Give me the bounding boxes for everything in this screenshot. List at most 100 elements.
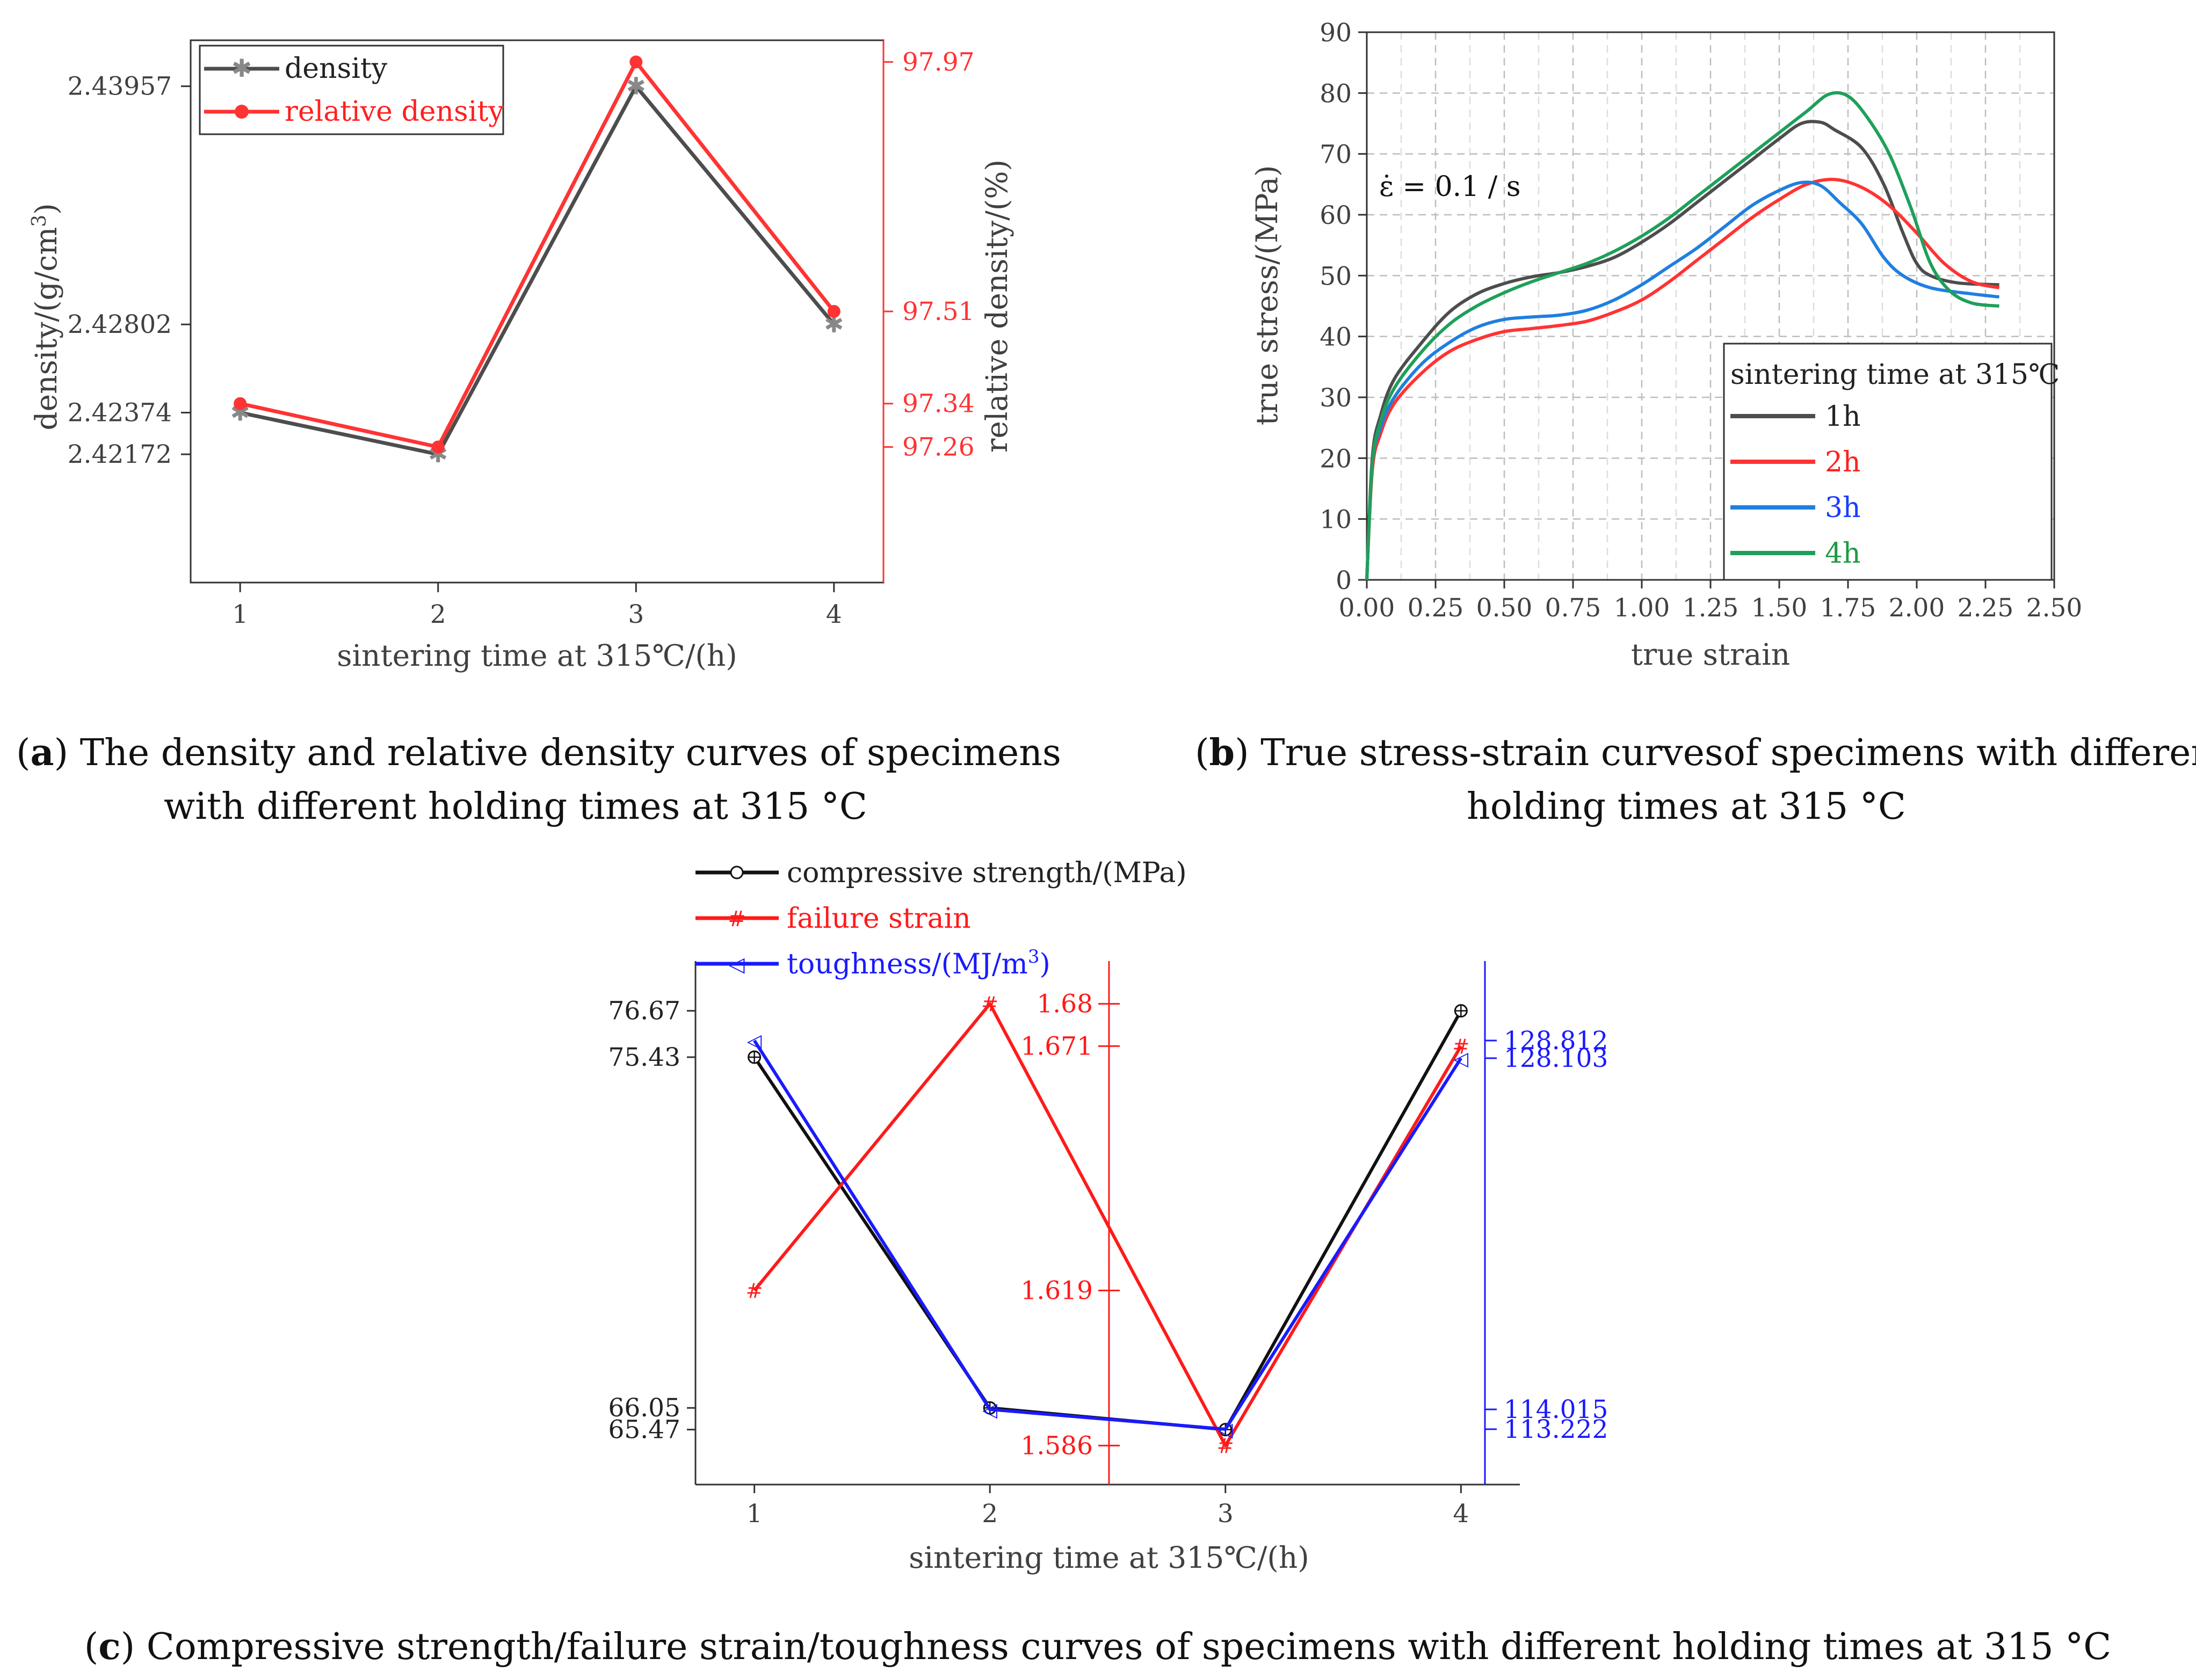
panel-c-x-tick-label: 4 bbox=[1453, 1499, 1469, 1529]
data-point-relative-density bbox=[234, 397, 247, 410]
panel-a-xlabel: sintering time at 315℃/(h) bbox=[337, 638, 737, 673]
panel-a-y-tick-label-right: 97.97 bbox=[902, 47, 975, 77]
legend-label-4h: 4h bbox=[1825, 537, 1861, 570]
data-point-failure-strain: # bbox=[746, 1279, 763, 1303]
panel-a-y-tick-label-left: 2.43957 bbox=[68, 72, 172, 101]
data-point-failure-strain: # bbox=[1452, 1035, 1469, 1058]
panel-c-y-tick-label-right: 128.103 bbox=[1504, 1044, 1608, 1073]
panel-b-y-tick-label: 30 bbox=[1320, 383, 1352, 413]
panel-a-x-tick-label: 2 bbox=[430, 600, 446, 629]
legend-marker-density: ✱ bbox=[231, 54, 252, 83]
data-point-relative-density bbox=[827, 305, 840, 318]
panel-b-y-tick-label: 40 bbox=[1320, 323, 1352, 352]
panel-b-y-tick-label: 20 bbox=[1320, 444, 1352, 474]
series-curve-3h bbox=[1365, 180, 1999, 580]
panel-b-y-tick-label: 90 bbox=[1320, 18, 1352, 48]
panel-c-xlabel: sintering time at 315℃/(h) bbox=[909, 1540, 1309, 1575]
panel-c-x-tick-label: 3 bbox=[1217, 1499, 1234, 1529]
legend-label-failure-strain: failure strain bbox=[787, 903, 971, 935]
strain-rate-annotation: ε̇ = 0.1 / s bbox=[1379, 171, 1521, 203]
panel-c-y-tick-label-left: 65.47 bbox=[608, 1415, 680, 1445]
data-point-compressive-strength bbox=[748, 1050, 762, 1064]
panel-b-xlabel: true strain bbox=[1631, 637, 1790, 672]
panel-c-y-tick-label-right: 114.015 bbox=[1504, 1395, 1608, 1424]
legend-marker-compressive-strength bbox=[730, 866, 744, 879]
panel-b-x-tick-label: 1.50 bbox=[1751, 593, 1808, 623]
legend-label-1h: 1h bbox=[1825, 401, 1861, 433]
legend-label-toughness: toughness/(MJ/m3) bbox=[787, 946, 1050, 980]
panel-a-y-tick-label-left: 2.42802 bbox=[68, 310, 172, 339]
data-point-toughness: ◁ bbox=[747, 1030, 762, 1052]
data-point-toughness: ◁ bbox=[1218, 1419, 1233, 1441]
panel-b-x-tick-label: 0.25 bbox=[1408, 593, 1464, 623]
panel-c-y-tick-label-mid: 1.619 bbox=[1020, 1276, 1093, 1306]
panel-b-x-tick-label: 2.25 bbox=[1958, 593, 2014, 623]
panel-b-x-tick-label: 0.00 bbox=[1339, 593, 1395, 623]
panel-a-ylabel-left: density/(g/cm3) bbox=[28, 203, 63, 430]
data-point-compressive-strength-cross bbox=[748, 1051, 760, 1063]
panel-c-caption: (c) Compressive strength/failure strain/… bbox=[84, 1625, 2112, 1668]
panel-b-x-tick-label: 1.00 bbox=[1614, 593, 1670, 623]
panel-b-y-tick-label: 10 bbox=[1320, 505, 1352, 535]
panel-b-x-tick-label: 2.50 bbox=[2026, 593, 2083, 623]
panel-b-ylabel: true stress/(MPa) bbox=[1250, 165, 1284, 426]
data-point-relative-density bbox=[431, 440, 445, 454]
legend-label-density: density bbox=[285, 53, 388, 85]
legend-label-compressive-strength: compressive strength/(MPa) bbox=[787, 857, 1187, 889]
panel-a-y-tick-label-right: 97.26 bbox=[902, 433, 975, 462]
panel-a-y-tick-label-left: 2.42374 bbox=[68, 398, 172, 428]
series-line-density bbox=[240, 84, 836, 456]
series-line-compressive-strength bbox=[753, 1010, 1462, 1431]
panel-c-y-tick-label-left: 66.05 bbox=[608, 1393, 680, 1423]
panel-a-x-tick-label: 3 bbox=[628, 600, 644, 629]
panel-a-y-tick-label-right: 97.34 bbox=[902, 389, 975, 419]
legend-label-2h: 2h bbox=[1825, 446, 1861, 478]
panel-c-y-tick-label-mid: 1.671 bbox=[1020, 1031, 1093, 1061]
panel-a-x-tick-label: 4 bbox=[826, 600, 842, 629]
panel-b-x-tick-label: 1.25 bbox=[1683, 593, 1739, 623]
panel-b-legend-title: sintering time at 315℃ bbox=[1730, 359, 2060, 391]
panel-c-legend: compressive strength/(MPa) # failure str… bbox=[695, 857, 1187, 980]
panel-a-legend-box bbox=[199, 45, 504, 135]
series-line-relative-density bbox=[240, 60, 836, 449]
panel-a-y-tick-label-right: 97.51 bbox=[902, 297, 975, 326]
panel-c-y-tick-label-left: 76.67 bbox=[608, 997, 680, 1026]
series-line-toughness bbox=[753, 1039, 1462, 1431]
legend-label-relative-density: relative density bbox=[285, 96, 504, 128]
series-curve-1h bbox=[1365, 120, 1999, 580]
panel-b-x-tick-label: 1.75 bbox=[1820, 593, 1876, 623]
panel-b-caption-line2: holding times at 315 °C bbox=[1467, 786, 1906, 828]
data-point-failure-strain: # bbox=[1217, 1434, 1234, 1458]
panel-b-y-tick-label: 70 bbox=[1320, 140, 1352, 170]
legend-label-3h: 3h bbox=[1825, 492, 1861, 524]
panel-b-y-tick-label: 80 bbox=[1320, 79, 1352, 108]
legend-marker-toughness: ◁ bbox=[729, 952, 745, 976]
panel-a-ylabel-right: relative density/(%) bbox=[980, 159, 1014, 453]
panel-a-y-tick-label-left: 2.42172 bbox=[68, 440, 172, 469]
series-curve-4h bbox=[1365, 91, 1999, 580]
panel-b-caption: (b) True stress-strain curvesof specimen… bbox=[1195, 731, 2196, 774]
panel-b-x-tick-label: 0.50 bbox=[1476, 593, 1533, 623]
panel-b-y-tick-label: 60 bbox=[1320, 201, 1352, 230]
panel-b-stress-strain-chart: 0.00 0.25 0.50 0.75 1.00 1.25 1.50 1.75 2.00 2.25… bbox=[1195, 18, 2196, 828]
panel-b-y-tick-label: 50 bbox=[1320, 261, 1352, 291]
panel-c-x-tick-label: 2 bbox=[982, 1499, 998, 1529]
panel-a-legend: ✱ density relative density bbox=[199, 45, 504, 135]
legend-marker-relative-density bbox=[235, 105, 249, 119]
panel-c-x-tick-label: 1 bbox=[747, 1499, 763, 1529]
panel-a-x-tick-label: 1 bbox=[232, 600, 248, 629]
data-point-toughness: ◁ bbox=[1454, 1048, 1469, 1070]
series-curve-2h bbox=[1365, 178, 2000, 580]
panel-b-y-tick-label: 0 bbox=[1336, 566, 1352, 595]
panel-b-legend: sintering time at 315℃ 1h 2h 3h 4h bbox=[1723, 343, 2060, 581]
panel-b-x-tick-label: 2.00 bbox=[1889, 593, 1945, 623]
panel-b-x-tick-label: 0.75 bbox=[1545, 593, 1601, 623]
panel-c-y-tick-label-left: 75.43 bbox=[608, 1043, 680, 1072]
panel-a-caption-line2: with different holding times at 315 °C bbox=[164, 786, 867, 828]
data-point-compressive-strength-cross bbox=[1455, 1005, 1467, 1017]
panel-c-y-tick-label-right: 128.812 bbox=[1504, 1026, 1608, 1056]
panel-c-y-tick-label-mid: 1.68 bbox=[1037, 990, 1093, 1019]
data-point-failure-strain: # bbox=[981, 993, 998, 1016]
